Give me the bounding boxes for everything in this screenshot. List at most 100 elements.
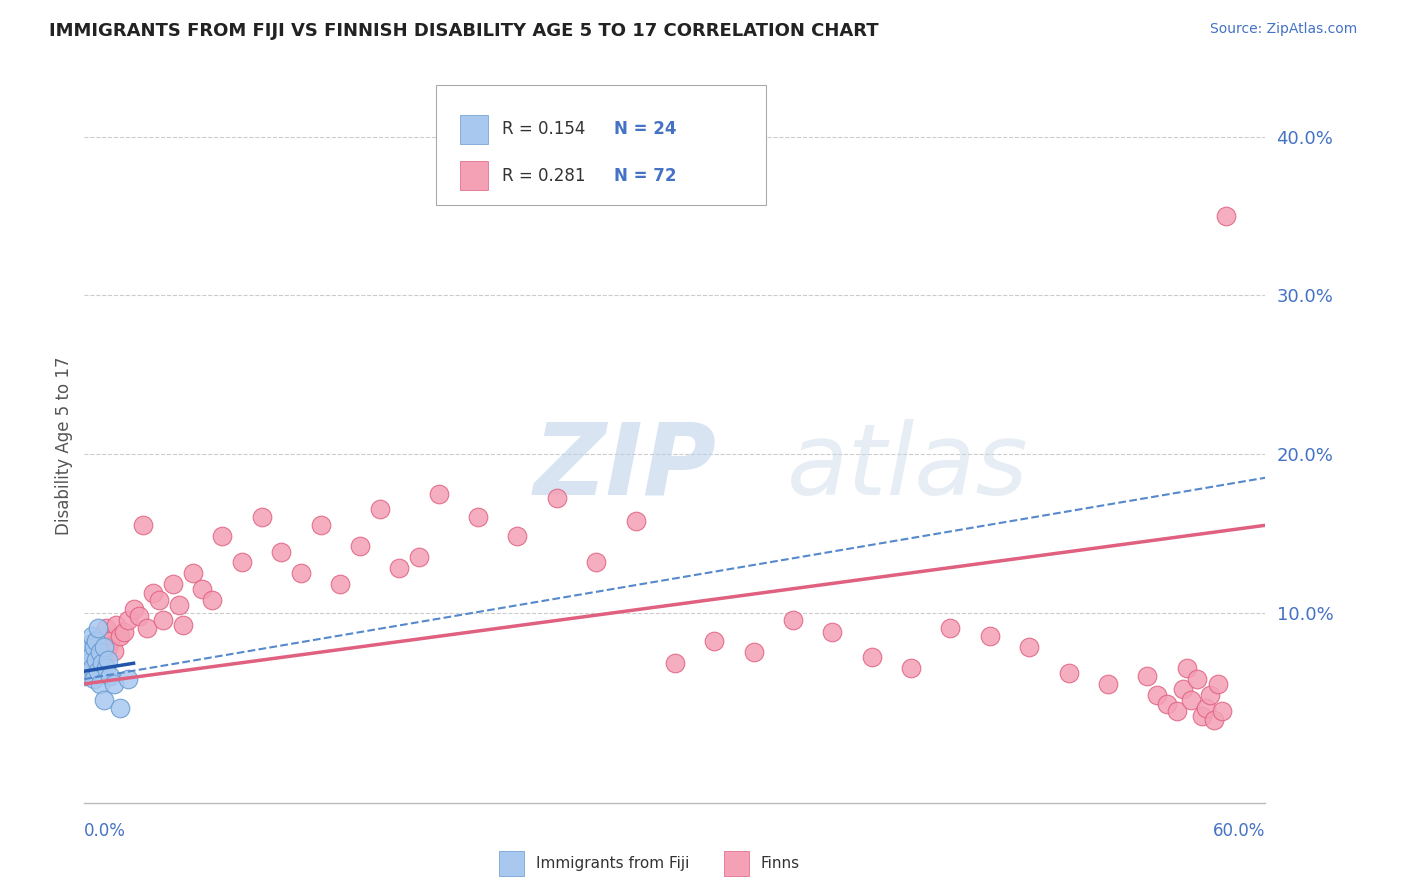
Text: ZIP: ZIP bbox=[533, 419, 716, 516]
Point bbox=[585, 555, 607, 569]
Point bbox=[93, 692, 115, 706]
Point bbox=[152, 614, 174, 628]
Point bbox=[148, 592, 170, 607]
Point bbox=[136, 621, 159, 635]
Point bbox=[82, 661, 104, 675]
Point bbox=[172, 618, 194, 632]
Point bbox=[103, 643, 125, 657]
Point bbox=[87, 664, 110, 678]
Point bbox=[742, 645, 765, 659]
Text: R = 0.154: R = 0.154 bbox=[502, 120, 585, 138]
Point bbox=[104, 618, 127, 632]
Point bbox=[1215, 209, 1237, 223]
Point bbox=[250, 510, 273, 524]
Point bbox=[329, 577, 352, 591]
Point bbox=[506, 529, 529, 543]
Point bbox=[117, 614, 139, 628]
Point bbox=[87, 645, 110, 659]
Point bbox=[782, 614, 804, 628]
Point bbox=[162, 577, 184, 591]
Text: N = 72: N = 72 bbox=[614, 167, 676, 185]
Point bbox=[89, 629, 111, 643]
Text: Immigrants from Fiji: Immigrants from Fiji bbox=[536, 856, 689, 871]
Point bbox=[1166, 704, 1188, 718]
Point bbox=[467, 510, 489, 524]
Point bbox=[349, 539, 371, 553]
Point bbox=[97, 653, 120, 667]
Point bbox=[1206, 677, 1229, 691]
Point bbox=[94, 661, 117, 675]
Point bbox=[82, 649, 104, 664]
Point bbox=[191, 582, 214, 596]
Point bbox=[77, 645, 100, 659]
Point bbox=[89, 677, 111, 691]
Point bbox=[103, 677, 125, 691]
Point bbox=[1204, 714, 1226, 728]
Point bbox=[167, 598, 190, 612]
Point bbox=[1018, 640, 1040, 655]
Y-axis label: Disability Age 5 to 17: Disability Age 5 to 17 bbox=[55, 357, 73, 535]
Point bbox=[79, 637, 101, 651]
Point bbox=[93, 640, 115, 655]
Point bbox=[1185, 672, 1208, 686]
Point bbox=[77, 657, 100, 671]
Text: 60.0%: 60.0% bbox=[1213, 822, 1265, 840]
Point bbox=[546, 491, 568, 506]
Point bbox=[664, 657, 686, 671]
Text: atlas: atlas bbox=[787, 419, 1029, 516]
Point bbox=[89, 645, 111, 659]
Point bbox=[84, 634, 107, 648]
Text: Source: ZipAtlas.com: Source: ZipAtlas.com bbox=[1209, 22, 1357, 37]
Point bbox=[290, 566, 312, 580]
Point bbox=[201, 592, 224, 607]
Text: N = 24: N = 24 bbox=[614, 120, 676, 138]
Point bbox=[128, 608, 150, 623]
Point bbox=[83, 672, 105, 686]
Point bbox=[94, 621, 117, 635]
Point bbox=[93, 653, 115, 667]
Point bbox=[821, 624, 844, 639]
Point bbox=[122, 602, 145, 616]
Point bbox=[75, 669, 97, 683]
Point bbox=[97, 640, 120, 655]
Point bbox=[84, 657, 107, 671]
Point bbox=[939, 621, 962, 635]
Point bbox=[83, 640, 105, 655]
Point bbox=[1175, 661, 1198, 675]
Point bbox=[1146, 688, 1168, 702]
Point bbox=[270, 545, 292, 559]
Point bbox=[142, 586, 165, 600]
Point bbox=[91, 657, 114, 671]
Point bbox=[900, 661, 922, 675]
Point bbox=[1199, 688, 1222, 702]
Point bbox=[1211, 704, 1233, 718]
Point bbox=[83, 637, 105, 651]
Point bbox=[1171, 681, 1194, 696]
Point bbox=[98, 634, 121, 648]
Point bbox=[309, 518, 332, 533]
Point bbox=[98, 669, 121, 683]
Point bbox=[77, 661, 100, 675]
Point bbox=[211, 529, 233, 543]
Point bbox=[368, 502, 391, 516]
Point bbox=[181, 566, 204, 580]
Text: R = 0.281: R = 0.281 bbox=[502, 167, 585, 185]
Text: 0.0%: 0.0% bbox=[84, 822, 127, 840]
Point bbox=[408, 549, 430, 564]
Point bbox=[1191, 708, 1213, 723]
Point bbox=[1156, 698, 1178, 712]
Point bbox=[979, 629, 1001, 643]
Point bbox=[1057, 665, 1080, 680]
Point bbox=[388, 561, 411, 575]
Point bbox=[231, 555, 253, 569]
Point bbox=[79, 649, 101, 664]
Point bbox=[82, 629, 104, 643]
Point bbox=[1097, 677, 1119, 691]
Point bbox=[108, 629, 131, 643]
Point bbox=[624, 514, 647, 528]
Point bbox=[1180, 692, 1202, 706]
Point bbox=[427, 486, 450, 500]
Text: Finns: Finns bbox=[761, 856, 800, 871]
Point bbox=[1136, 669, 1159, 683]
Point bbox=[1195, 700, 1218, 714]
